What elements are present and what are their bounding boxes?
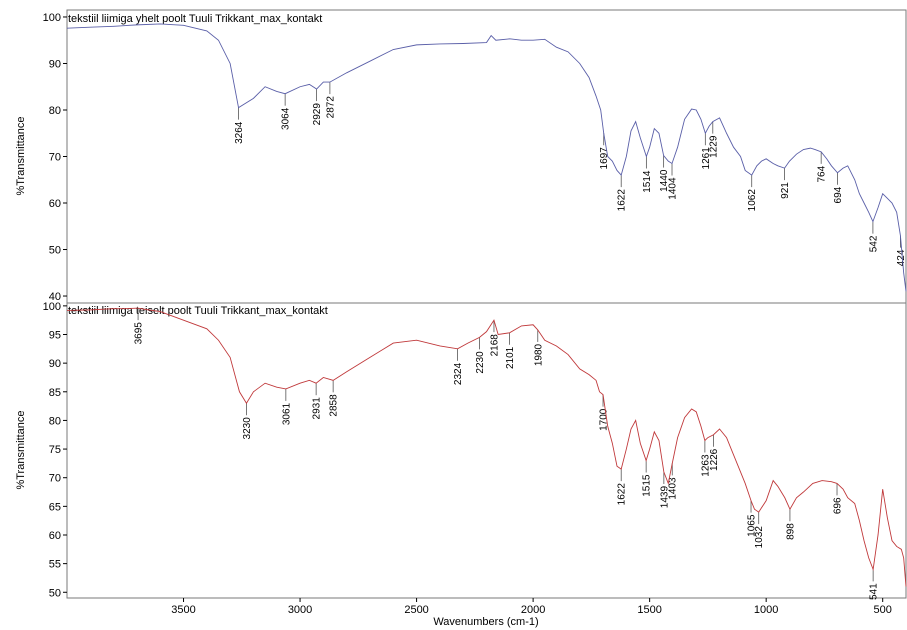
y-tick-label-bottom: 85 — [49, 387, 61, 399]
peak-label-bottom: 1032 — [754, 526, 765, 549]
peak-label-bottom: 2324 — [453, 362, 464, 385]
peak-label-bottom: 1439 — [659, 486, 670, 509]
peak-label-bottom: 1263 — [700, 454, 711, 477]
peak-label-bottom: 696 — [833, 497, 844, 514]
x-axis-title: Wavenumbers (cm-1) — [433, 616, 538, 628]
peak-label-bottom: 1226 — [709, 448, 720, 471]
y-tick-label-bottom: 55 — [49, 559, 61, 571]
peak-label-bottom: 2168 — [489, 334, 500, 357]
y-tick-label-bottom: 80 — [49, 415, 61, 427]
peak-label-bottom: 3695 — [134, 322, 145, 345]
peak-label-bottom: 2230 — [475, 351, 486, 374]
y-tick-label-top: 70 — [49, 152, 61, 164]
y-tick-label-top: 40 — [49, 291, 61, 303]
peak-label-bottom: 2931 — [312, 397, 323, 420]
peak-label-top: 694 — [833, 186, 844, 203]
peak-label-top: 1062 — [747, 189, 758, 212]
peak-label-bottom: 2858 — [329, 394, 340, 417]
peak-label-top: 1229 — [708, 135, 719, 158]
peak-label-bottom: 1980 — [533, 343, 544, 366]
x-tick-label: 2000 — [521, 604, 545, 616]
peak-label-bottom: 1403 — [668, 477, 679, 500]
peak-label-top: 2872 — [325, 96, 336, 119]
peak-label-top: 1622 — [617, 189, 628, 212]
peak-label-bottom: 3061 — [281, 402, 292, 425]
series-line-bottom — [66, 307, 907, 587]
peak-label-top: 3264 — [234, 121, 245, 144]
peak-label-top: 2929 — [312, 103, 323, 126]
y-tick-label-bottom: 95 — [49, 330, 61, 342]
y-tick-label-bottom: 90 — [49, 358, 61, 370]
peak-label-top: 424 — [896, 249, 907, 266]
panel-bottom: tekstiil liimiga teiselt poolt Tuuli Tri… — [15, 301, 907, 600]
x-axis-ticks: 3500 3000 2500 2000 1500 1000 500 — [171, 598, 892, 616]
x-tick-label: 3000 — [288, 604, 312, 616]
y-ticks-top: 40 50 60 70 80 90 100 — [43, 12, 67, 303]
peak-label-bottom: 1700 — [599, 408, 610, 431]
peak-label-top: 3064 — [281, 107, 292, 130]
peak-label-bottom: 3230 — [242, 417, 253, 440]
x-tick-label: 500 — [874, 604, 892, 616]
x-tick-label: 1500 — [637, 604, 661, 616]
peak-label-bottom: 898 — [785, 523, 796, 540]
series-line-top — [66, 23, 907, 292]
y-tick-label-bottom: 65 — [49, 501, 61, 513]
peak-label-top: 1440 — [659, 169, 670, 192]
chart-title-top: tekstiil liimiga yhelt poolt Tuuli Trikk… — [68, 13, 322, 25]
y-tick-label-bottom: 70 — [49, 473, 61, 485]
y-tick-label-top: 60 — [49, 198, 61, 210]
peak-label-bottom: 1622 — [617, 483, 628, 506]
x-tick-label: 1000 — [754, 604, 778, 616]
peak-label-top: 1514 — [642, 170, 653, 193]
peak-label-top: 764 — [817, 165, 828, 182]
y-tick-label-bottom: 60 — [49, 530, 61, 542]
y-ticks-bottom: 50 55 60 65 70 75 80 85 90 95 100 — [43, 301, 67, 599]
peak-label-bottom: 1065 — [747, 514, 758, 537]
plot-area-bottom — [66, 302, 907, 599]
peak-label-top: 921 — [780, 182, 791, 199]
peak-label-top: 1404 — [668, 177, 679, 200]
y-tick-label-top: 100 — [43, 12, 61, 24]
y-tick-label-top: 80 — [49, 105, 61, 117]
peak-label-top: 542 — [868, 235, 879, 252]
peak-label-bottom: 2101 — [505, 346, 516, 369]
chart-title-bottom: tekstiil liimiga teiselt poolt Tuuli Tri… — [68, 305, 328, 317]
peak-label-bottom: 1515 — [642, 474, 653, 497]
panel-top: tekstiil liimiga yhelt poolt Tuuli Trikk… — [15, 9, 907, 304]
y-tick-label-bottom: 75 — [49, 444, 61, 456]
y-axis-title-bottom: %Transmittance — [15, 410, 27, 489]
plot-area-top — [66, 9, 907, 304]
y-axis-title-top: %Transmittance — [15, 116, 27, 195]
y-tick-label-bottom: 100 — [43, 301, 61, 313]
y-tick-label-top: 50 — [49, 245, 61, 257]
y-tick-label-bottom: 50 — [49, 587, 61, 599]
peak-label-bottom: 541 — [869, 583, 880, 600]
x-tick-label: 2500 — [404, 604, 428, 616]
x-tick-label: 3500 — [171, 604, 195, 616]
peak-label-top: 1261 — [701, 147, 712, 170]
y-tick-label-top: 90 — [49, 58, 61, 70]
peak-label-top: 1697 — [599, 147, 610, 170]
